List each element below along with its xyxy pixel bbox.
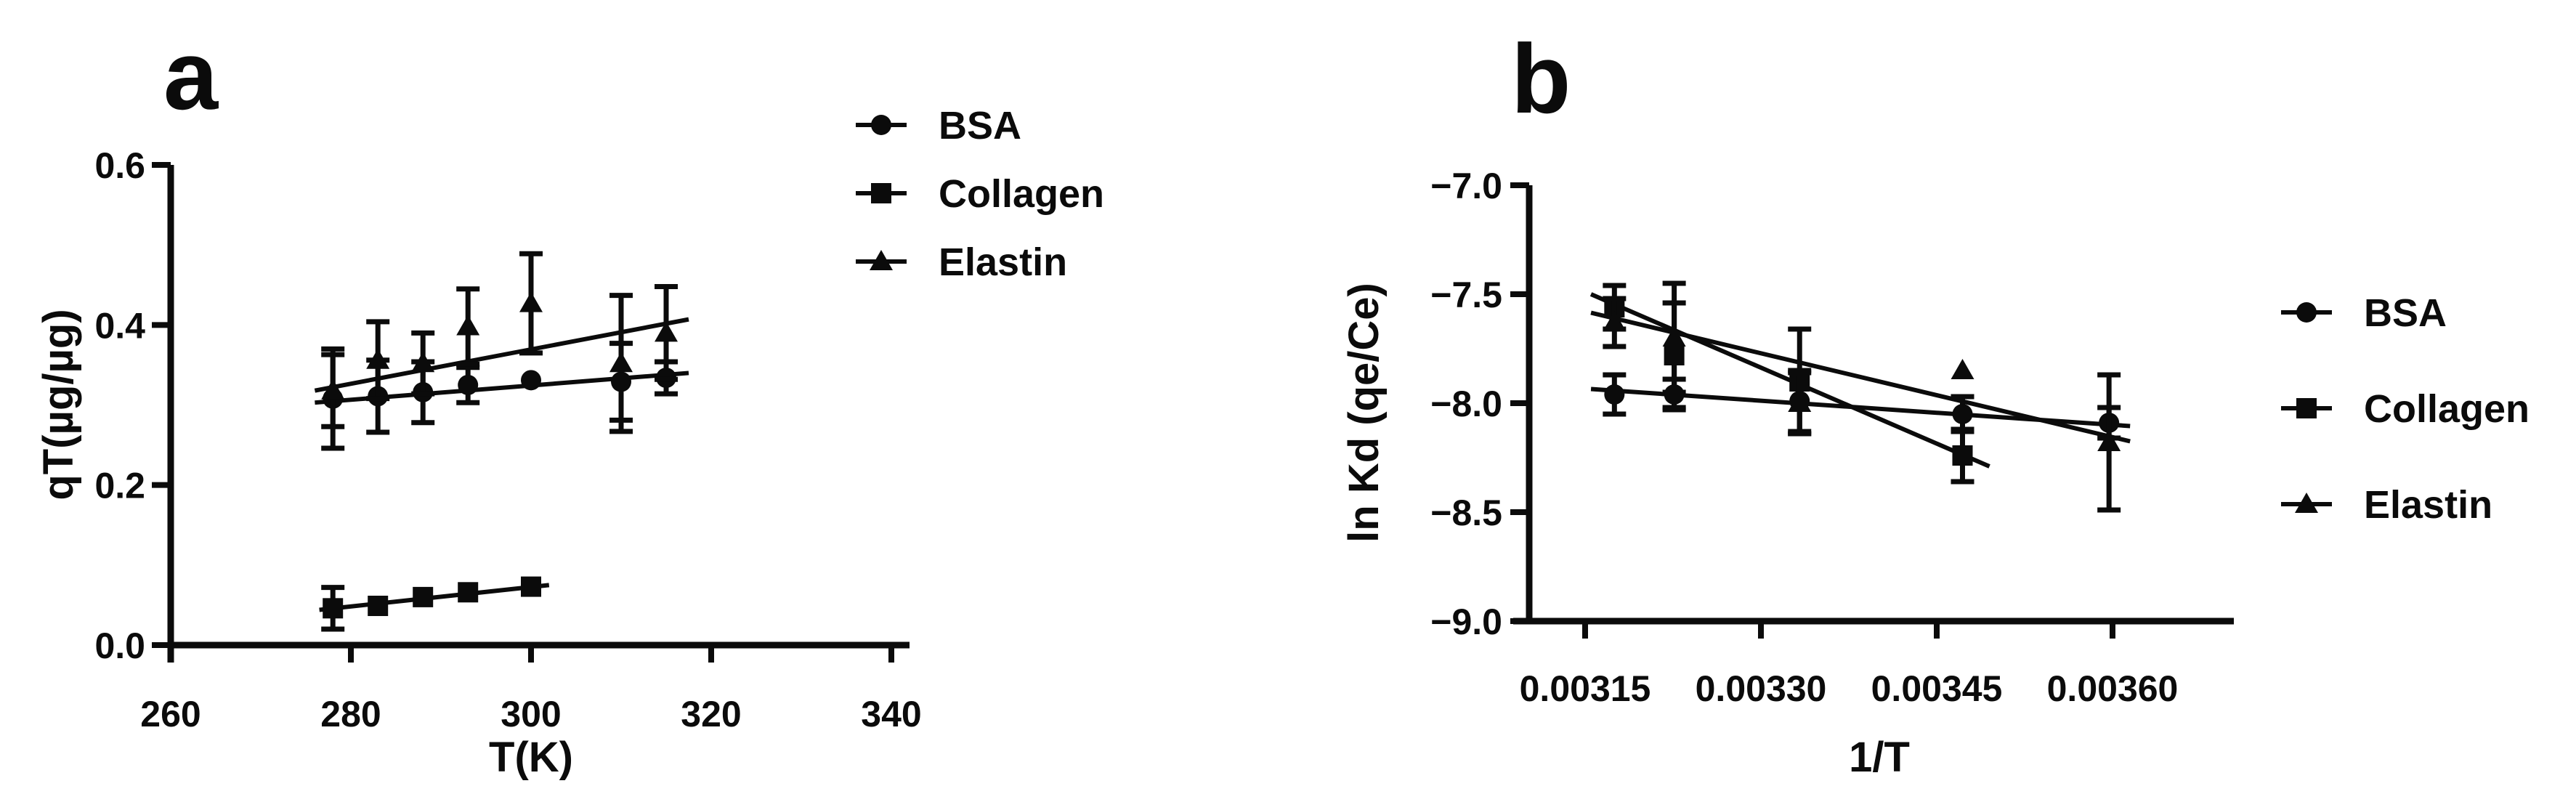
series-bsa	[1603, 368, 2121, 441]
series-collagen	[1603, 283, 1974, 485]
circle-icon	[2296, 302, 2317, 323]
x-tick-label: 0.00345	[1871, 668, 2003, 709]
series-elastin	[321, 251, 678, 434]
y-tick-label: 0.6	[94, 145, 145, 186]
x-tick-label: 0.00330	[1696, 668, 1827, 709]
y-axis-title: ln Kd (qe/Ce)	[1340, 283, 1388, 543]
legend-label: Elastin	[939, 240, 1067, 284]
panel-label-a: a	[163, 20, 219, 130]
square-marker-collagen	[521, 576, 541, 597]
legend-label: BSA	[2364, 291, 2447, 335]
legend-label: Elastin	[2364, 483, 2492, 527]
y-tick-label: −9.0	[1430, 602, 1502, 642]
square-icon	[2296, 398, 2317, 418]
triangle-marker-elastin	[411, 352, 435, 373]
triangle-marker-elastin	[1951, 359, 1974, 379]
x-tick-label: 340	[861, 694, 921, 734]
y-tick-label: −7.5	[1430, 275, 1502, 315]
y-axis-title: qT(µg/µg)	[35, 309, 82, 500]
axes: 260 280 300 320 340 0.0 0.2 0.4 0.6	[94, 145, 921, 734]
triangle-marker-elastin	[609, 352, 633, 373]
legend-label: Collagen	[939, 172, 1104, 216]
triangle-marker-elastin	[655, 321, 678, 342]
x-axis-title: T(K)	[489, 734, 573, 781]
panel-b: b 0.00315 0.00330 0.00345 0.00360 −7.0 −7.5 −8.…	[1340, 24, 2530, 781]
triangle-marker-elastin	[2097, 431, 2121, 451]
x-tick-label: 280	[320, 694, 381, 734]
triangle-marker-elastin	[1603, 311, 1627, 331]
trend-line-elastin	[1590, 310, 2131, 444]
square-marker-collagen	[368, 596, 389, 617]
triangle-icon	[870, 250, 893, 270]
x-tick-label: 320	[681, 694, 741, 734]
panel-a: a 260 280 300 320 340 0.0 0.2 0.4 0.6 T(K) qT(µg/µg…	[35, 20, 1104, 781]
triangle-marker-elastin	[321, 378, 345, 400]
square-marker-collagen	[1952, 445, 1973, 466]
legend-item-elastin: Elastin	[2281, 483, 2492, 527]
legend-label: Collagen	[2364, 387, 2530, 431]
square-marker-collagen	[323, 598, 344, 619]
legend-label: BSA	[939, 104, 1021, 147]
x-axis-title: 1/T	[1849, 734, 1910, 781]
y-tick-label: −8.5	[1430, 493, 1502, 533]
circle-marker-bsa	[1604, 384, 1625, 405]
series-elastin	[1603, 280, 2121, 513]
triangle-marker-elastin	[519, 291, 543, 312]
legend-item-collagen: Collagen	[2281, 387, 2530, 431]
x-tick-label: 300	[501, 694, 561, 734]
x-tick-label: 260	[140, 694, 201, 734]
trend-line-elastin	[314, 317, 689, 393]
trend-line-collagen	[319, 583, 550, 612]
legend-a: BSA Collagen Elastin	[856, 104, 1104, 284]
panel-label-b: b	[1511, 24, 1571, 134]
legend-item-bsa: BSA	[856, 104, 1021, 147]
axes: 0.00315 0.00330 0.00345 0.00360 −7.0 −7.5 −8.0…	[1430, 166, 2234, 709]
legend-item-bsa: BSA	[2281, 291, 2447, 335]
circle-icon	[871, 115, 891, 135]
y-tick-label: −7.0	[1430, 166, 1502, 206]
y-tick-label: 0.2	[94, 466, 145, 506]
triangle-icon	[2295, 493, 2318, 513]
y-tick-label: 0.4	[94, 305, 145, 346]
legend-item-collagen: Collagen	[856, 172, 1104, 216]
square-marker-collagen	[458, 582, 479, 603]
series-collagen	[321, 576, 541, 632]
triangle-marker-elastin	[456, 315, 480, 336]
circle-marker-bsa	[1952, 404, 1973, 424]
y-tick-label: 0.0	[94, 625, 145, 666]
legend-item-elastin: Elastin	[856, 240, 1067, 284]
x-tick-label: 0.00360	[2047, 668, 2179, 709]
triangle-marker-elastin	[1788, 392, 1812, 412]
triangle-marker-elastin	[366, 348, 390, 369]
triangle-marker-elastin	[1662, 326, 1686, 347]
circle-marker-bsa	[458, 374, 479, 395]
legend-b: BSA Collagen Elastin	[2281, 291, 2530, 527]
square-icon	[871, 183, 891, 203]
y-tick-label: −8.0	[1430, 384, 1502, 424]
circle-marker-bsa	[521, 370, 541, 391]
x-tick-label: 0.00315	[1520, 668, 1651, 709]
square-marker-collagen	[413, 586, 434, 607]
